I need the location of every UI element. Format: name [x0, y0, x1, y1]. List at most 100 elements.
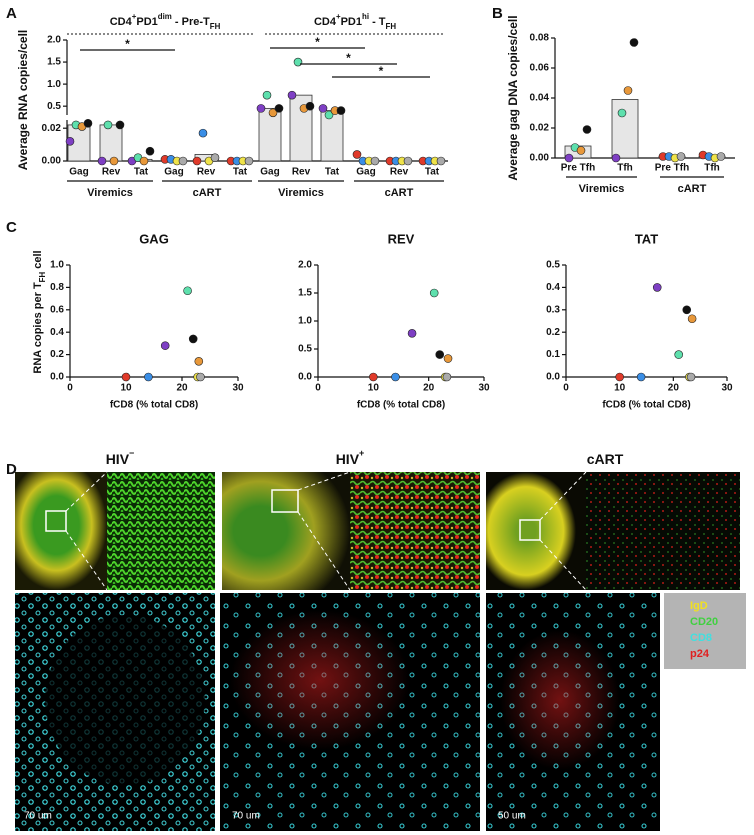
data-point — [115, 120, 125, 130]
image-title: HIV+ — [336, 448, 365, 466]
y-tick-label: 2.0 — [47, 35, 61, 46]
data-point — [686, 372, 696, 382]
x-tick-label: 20 — [176, 383, 188, 394]
x-axis-title: fCD8 (% total CD8) — [602, 400, 690, 411]
data-point — [369, 372, 378, 382]
x-tick-label: 10 — [614, 383, 626, 394]
data-point — [636, 372, 646, 382]
x-tick-label: Pre Tfh — [561, 163, 595, 174]
image-shade — [230, 610, 410, 750]
x-tick-label: 20 — [423, 383, 435, 394]
data-point — [188, 334, 198, 344]
group-header-part: PD1 — [341, 16, 362, 28]
group-header: CD4+PD1hi - TFH — [314, 12, 396, 31]
x-tick-label: Tat — [425, 167, 440, 178]
group-header-part: + — [336, 12, 341, 21]
y-tick-label: 0.3 — [546, 304, 560, 315]
y-axis-title-part: cell — [32, 250, 44, 271]
scale-label: 70 um — [232, 811, 260, 822]
data-point — [407, 329, 417, 338]
data-point — [429, 288, 439, 298]
y-tick-label: 0.8 — [50, 282, 64, 293]
data-point — [192, 156, 202, 166]
data-point — [144, 372, 153, 382]
y-tick-label: 0.4 — [546, 282, 560, 293]
x-tick-label: Rev — [102, 167, 121, 178]
y-tick-label: 0.0 — [546, 372, 560, 383]
image-zoom — [107, 472, 215, 590]
legend-label: CD20 — [690, 616, 718, 628]
data-point — [436, 156, 446, 166]
data-point — [196, 372, 205, 382]
x-tick-label: Tat — [325, 167, 340, 178]
group-label: Viremics — [278, 187, 324, 199]
group-label: Viremics — [87, 187, 133, 199]
x-tick-label: Gag — [260, 167, 279, 178]
data-point — [287, 90, 297, 100]
panel-label: B — [492, 5, 503, 22]
significance-label: * — [315, 35, 320, 49]
group-header-part: CD4 — [314, 16, 337, 28]
image-zoom — [586, 472, 740, 590]
significance-label: * — [125, 37, 130, 51]
x-tick-label: Tat — [233, 167, 248, 178]
y-tick-label: 0.02 — [530, 123, 550, 134]
data-point — [611, 153, 621, 163]
y-tick-label: 0.5 — [47, 101, 61, 112]
data-point — [623, 86, 633, 95]
image-shade — [500, 630, 620, 770]
data-point — [145, 146, 155, 156]
data-point — [97, 156, 107, 166]
zoom-box — [519, 519, 541, 541]
group-label: cART — [385, 187, 414, 199]
bar — [320, 110, 344, 162]
data-point — [65, 137, 75, 146]
x-tick-label: 30 — [721, 383, 733, 394]
y-tick-label: 0.00 — [530, 153, 550, 164]
y-tick-label: 1.0 — [298, 316, 312, 327]
scale-label: 70 um — [24, 811, 52, 822]
data-point — [435, 350, 445, 359]
image — [486, 472, 586, 590]
group-header-part: PD1 — [136, 16, 157, 28]
y-tick-label: 0.08 — [530, 33, 550, 44]
data-point — [564, 153, 574, 163]
data-point — [682, 305, 692, 315]
group-label: cART — [678, 183, 707, 195]
x-tick-label: 20 — [668, 383, 680, 394]
x-axis-title: fCD8 (% total CD8) — [357, 400, 445, 411]
x-tick-label: 30 — [232, 383, 244, 394]
x-tick-label: Gag — [164, 167, 183, 178]
chart-title: TAT — [635, 231, 658, 246]
data-point — [256, 104, 266, 113]
x-tick-label: 0 — [563, 383, 569, 394]
data-point — [268, 108, 278, 118]
image-shade — [45, 615, 205, 785]
data-point — [198, 128, 208, 138]
bar — [611, 99, 639, 159]
y-tick-label: 1.5 — [298, 288, 312, 299]
y-tick-label: 0.2 — [546, 327, 560, 338]
y-tick-label: 0.4 — [50, 327, 64, 338]
legend-box — [664, 593, 746, 669]
legend-label: CD8 — [690, 632, 712, 644]
panel-label: C — [6, 219, 17, 236]
data-point — [183, 286, 192, 296]
data-point — [194, 357, 204, 366]
group-header-part: - Pre-T — [172, 16, 210, 28]
image — [222, 472, 350, 590]
data-point — [139, 156, 149, 166]
x-tick-label: 10 — [120, 383, 132, 394]
data-point — [687, 314, 697, 324]
y-axis-title: Average RNA copies/cell — [16, 30, 30, 171]
data-point — [121, 372, 131, 382]
data-point — [244, 156, 254, 166]
data-point — [262, 90, 272, 100]
x-tick-label: Pre Tfh — [655, 163, 689, 174]
data-point — [178, 156, 188, 166]
data-point — [443, 354, 453, 363]
zoom-box — [271, 489, 299, 513]
data-point — [324, 110, 334, 120]
group-header-part: CD4 — [110, 16, 133, 28]
